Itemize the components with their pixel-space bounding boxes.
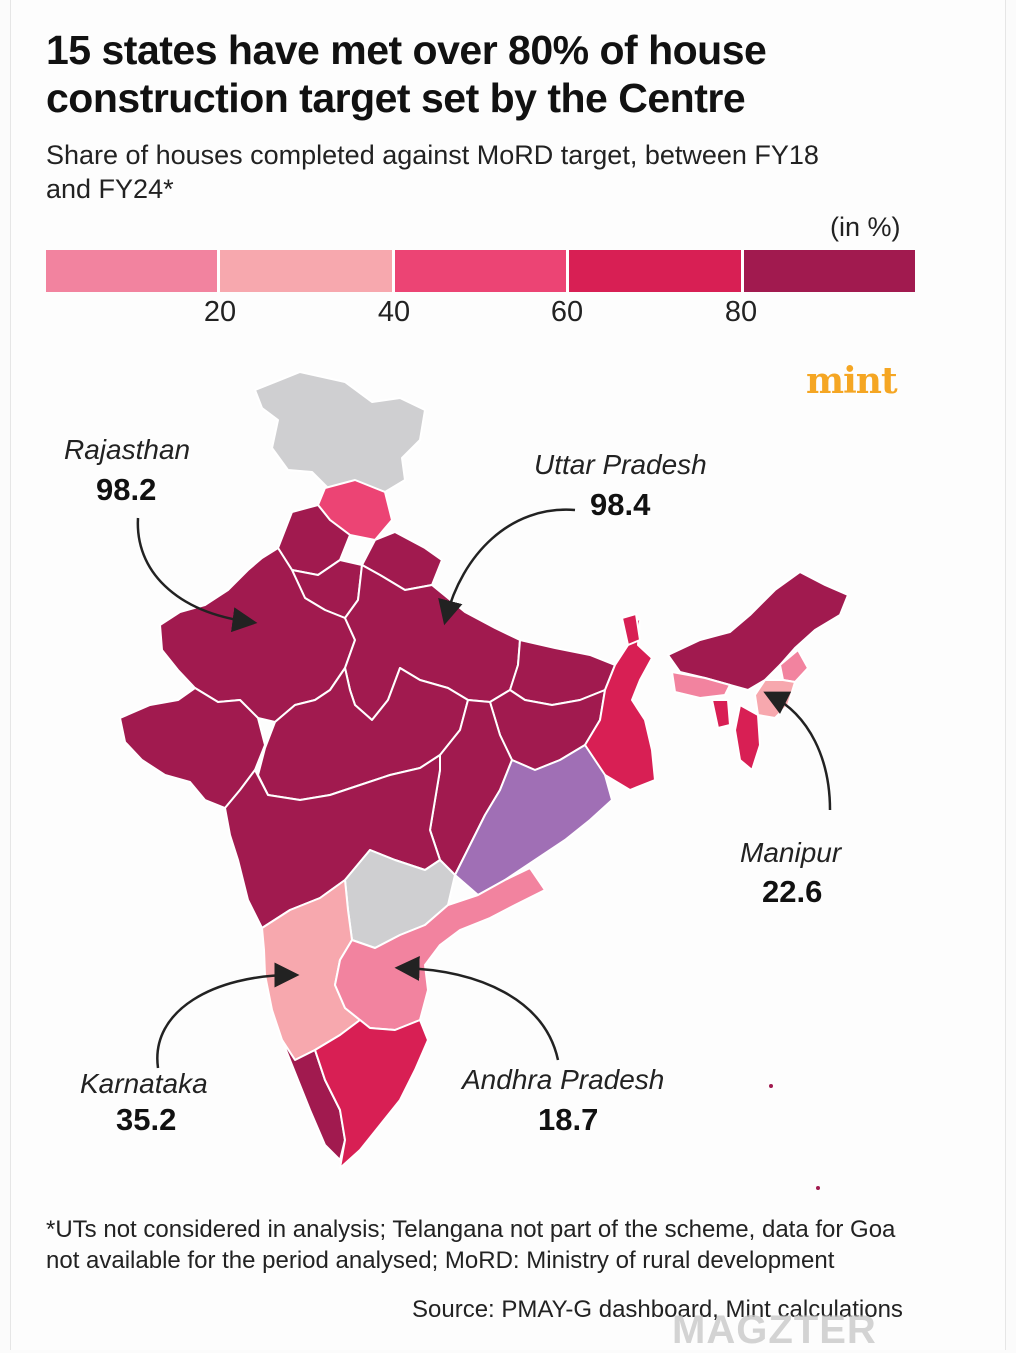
callout-karnataka-name: Karnataka <box>80 1068 208 1099</box>
callout-andhra-pradesh-name: Andhra Pradesh <box>462 1064 665 1095</box>
region-odisha <box>454 744 613 896</box>
region-arunachal-assam <box>667 571 849 691</box>
legend-tick-40: 40 <box>377 296 411 328</box>
legend-segment-60-80 <box>566 250 741 292</box>
mint-logo: mint <box>806 360 898 402</box>
region-sikkim <box>621 613 641 646</box>
island-dot <box>769 1084 773 1088</box>
chart-subtitle: Share of houses completed against MoRD t… <box>46 140 819 204</box>
arrow-rajasthan <box>136 517 258 633</box>
region-nagaland <box>779 649 809 683</box>
arrow-manipur <box>763 691 832 811</box>
region-tripura <box>711 699 731 729</box>
island-dot <box>816 1186 820 1190</box>
callout-karnataka-value: 35.2 <box>116 1102 177 1137</box>
region-mizoram <box>734 704 761 771</box>
callout-rajasthan-name: Rajasthan <box>64 434 191 465</box>
legend-segment-40-60 <box>391 250 567 292</box>
callout-manipur-name: Manipur <box>740 837 842 868</box>
legend-segment-80-100 <box>740 250 916 292</box>
callout-rajasthan-value: 98.2 <box>96 472 157 507</box>
arrow-andhra-pradesh <box>394 955 560 1061</box>
chart-title: 15 states have met over 80% of house con… <box>46 27 767 121</box>
region-meghalaya <box>671 671 731 699</box>
legend-tick-60: 60 <box>550 296 584 328</box>
region-jammu-kashmir-ladakh <box>254 371 426 493</box>
callout-andhra-pradesh-value: 18.7 <box>538 1102 599 1137</box>
callout-uttar-pradesh-name: Uttar Pradesh <box>534 449 707 480</box>
legend-segment-0-20 <box>46 250 218 292</box>
arrow-karnataka <box>156 962 300 1069</box>
callout-manipur-value: 22.6 <box>762 874 823 909</box>
footnote: *UTs not considered in analysis; Telanga… <box>46 1216 896 1274</box>
region-tamil-nadu <box>314 1019 429 1169</box>
region-west-bengal <box>584 614 656 791</box>
legend-tick-80: 80 <box>724 296 758 328</box>
source-note: Source: PMAY-G dashboard, Mint calculati… <box>412 1296 903 1323</box>
arrow-uttar-pradesh <box>438 508 576 626</box>
color-legend <box>46 250 916 292</box>
callout-uttar-pradesh-value: 98.4 <box>590 487 651 522</box>
legend-tick-20: 20 <box>203 296 237 328</box>
magzter-watermark: MAGZTER <box>672 1308 877 1352</box>
legend-segment-20-40 <box>217 250 392 292</box>
region-andhra-pradesh <box>334 867 546 1031</box>
unit-label: (in %) <box>830 212 901 242</box>
